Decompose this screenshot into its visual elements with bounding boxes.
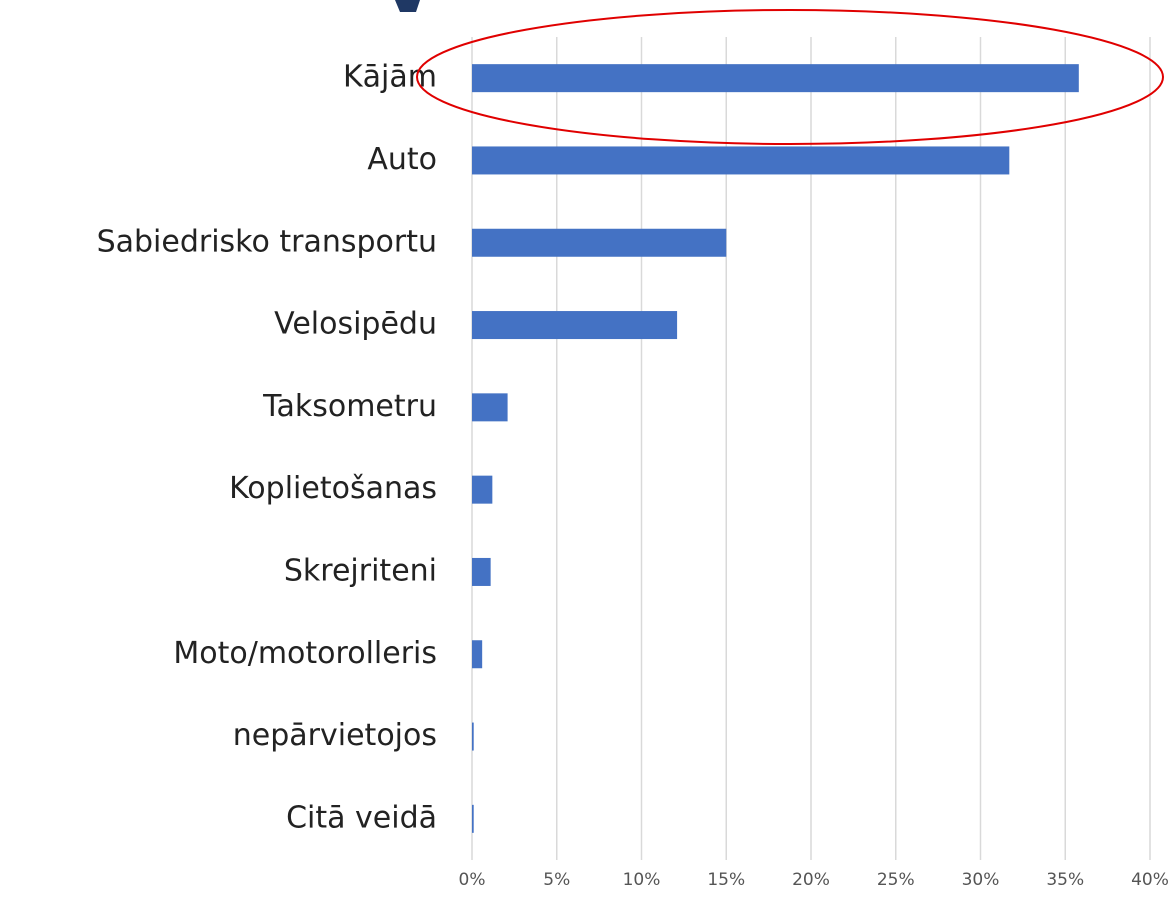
x-tick-label: 20% [792,870,830,890]
x-tick-label: 15% [707,870,745,890]
category-label: Skrejriteni [284,553,437,588]
x-tick-label: 10% [623,870,661,890]
bar [472,640,483,669]
bar [472,64,1079,93]
bar [472,475,493,504]
x-tick-label: 25% [877,870,915,890]
bar [472,311,678,340]
highlight-ellipse [416,9,1164,145]
bar [472,146,1010,175]
category-label: Koplietošanas [229,471,437,506]
x-tick-label: 0% [459,870,486,890]
x-tick-label: 40% [1131,870,1169,890]
category-label: Moto/motorolleris [173,636,437,671]
bar [472,722,474,751]
bar [472,393,508,422]
category-label: Taksometru [262,389,437,424]
x-tick-label: 35% [1046,870,1084,890]
bar [472,557,491,586]
category-label: Velosipēdu [274,307,437,342]
bar [472,804,474,833]
category-label: Sabiedrisko transportu [97,224,437,259]
category-label: Citā veidā [286,800,437,835]
x-tick-label: 30% [962,870,1000,890]
category-label: Auto [367,142,437,177]
title-fragment [395,0,420,12]
bar [472,228,727,257]
category-label: nepārvietojos [233,718,437,753]
x-tick-label: 5% [543,870,570,890]
